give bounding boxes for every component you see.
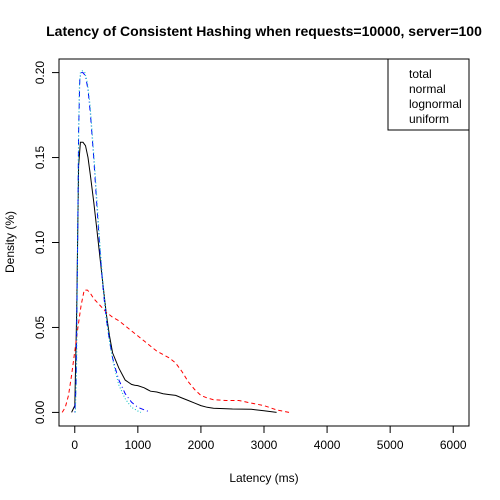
series-line-uniform	[74, 70, 142, 413]
y-axis-label: Density (%)	[3, 211, 17, 273]
legend-entry-uniform: uniform	[409, 112, 449, 126]
x-tick-label: 3000	[251, 438, 278, 452]
x-tick-label: 5000	[377, 438, 404, 452]
x-tick-label: 6000	[440, 438, 467, 452]
x-tick-label: 2000	[188, 438, 215, 452]
legend-box	[387, 58, 470, 131]
legend-entry-total: total	[409, 67, 432, 81]
x-axis-label: Latency (ms)	[229, 471, 298, 485]
x-tick-label: 1000	[124, 438, 151, 452]
y-tick-label: 0.15	[33, 146, 47, 170]
series-group	[61, 70, 290, 413]
y-tick-label: 0.00	[33, 400, 47, 424]
x-tick-label: 4000	[314, 438, 341, 452]
x-tick-label: 0	[71, 438, 78, 452]
series-line-normal	[61, 289, 290, 413]
legend-entry-normal: normal	[409, 82, 446, 96]
y-axis: 0.00 0.05 0.10 0.15 0.20	[33, 61, 60, 424]
legend-entry-lognormal: lognormal	[409, 97, 462, 111]
series-line-total	[71, 141, 277, 413]
y-tick-label: 0.05	[33, 315, 47, 339]
x-axis: 0 1000 2000 3000 4000 5000 6000	[71, 425, 467, 452]
y-tick-label: 0.10	[33, 230, 47, 254]
y-tick-label: 0.20	[33, 61, 47, 85]
chart-title: Latency of Consistent Hashing when reque…	[46, 23, 482, 39]
series-line-lognormal	[74, 72, 151, 413]
